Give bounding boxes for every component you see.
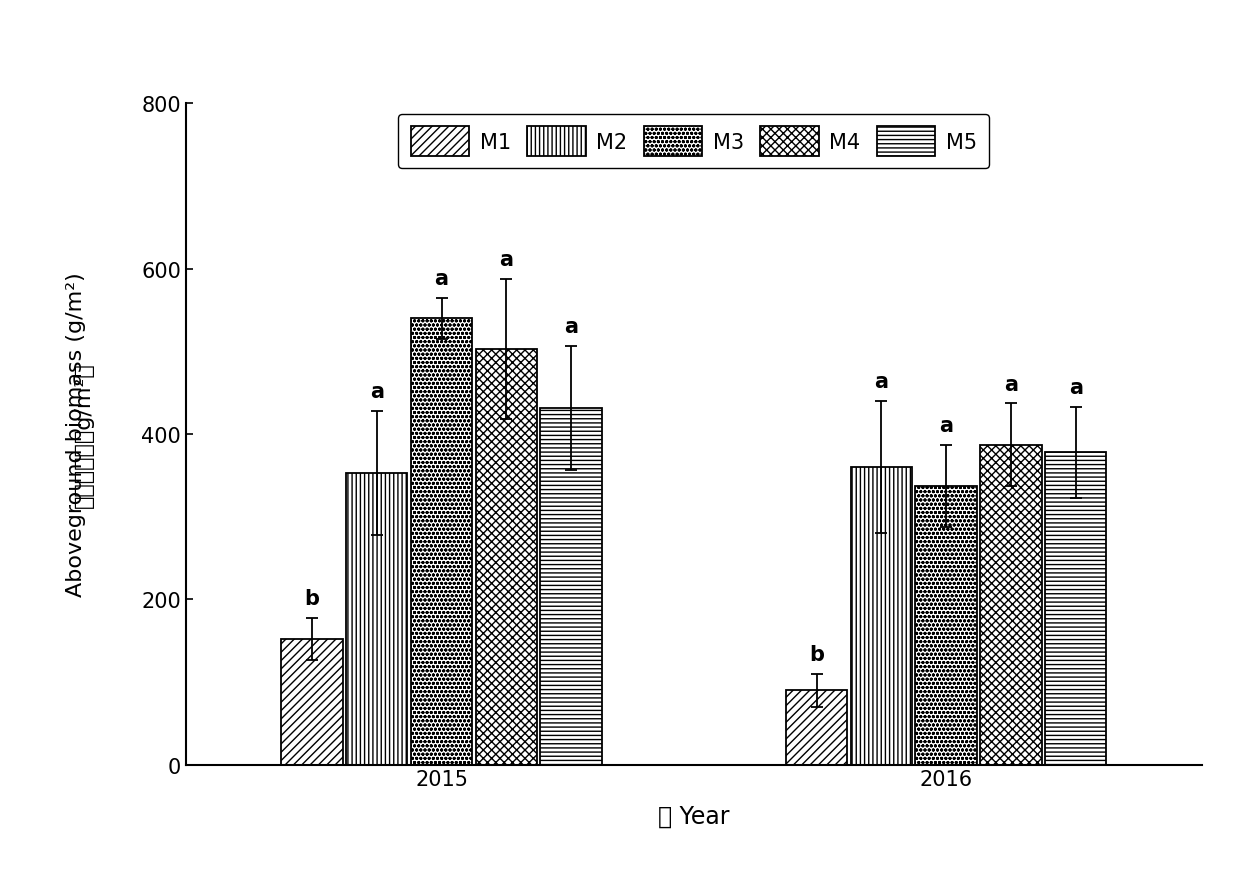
Text: a: a [564,316,579,336]
Text: a: a [1004,374,1018,394]
Text: a: a [435,269,449,289]
Y-axis label: Aboveground biomass (g/m²): Aboveground biomass (g/m²) [66,272,85,597]
Bar [281,640,343,765]
Bar [476,349,536,765]
Text: a: a [875,372,888,392]
Bar [346,474,408,765]
Text: a: a [369,381,384,401]
Text: 地上生物量（g/m²）: 地上生物量（g/m²） [74,362,94,507]
X-axis label: 年 Year: 年 Year [658,804,730,827]
Bar [980,445,1042,765]
Bar [916,487,976,765]
Legend: M1, M2, M3, M4, M5: M1, M2, M3, M4, M5 [398,115,990,169]
Text: b: b [809,644,824,664]
Text: a: a [499,249,513,269]
Bar [851,468,912,765]
Bar [411,319,472,765]
Bar [786,690,847,765]
Bar [1044,453,1106,765]
Text: a: a [939,415,953,435]
Bar [540,408,602,765]
Text: b: b [305,588,320,608]
Text: a: a [1069,377,1083,397]
